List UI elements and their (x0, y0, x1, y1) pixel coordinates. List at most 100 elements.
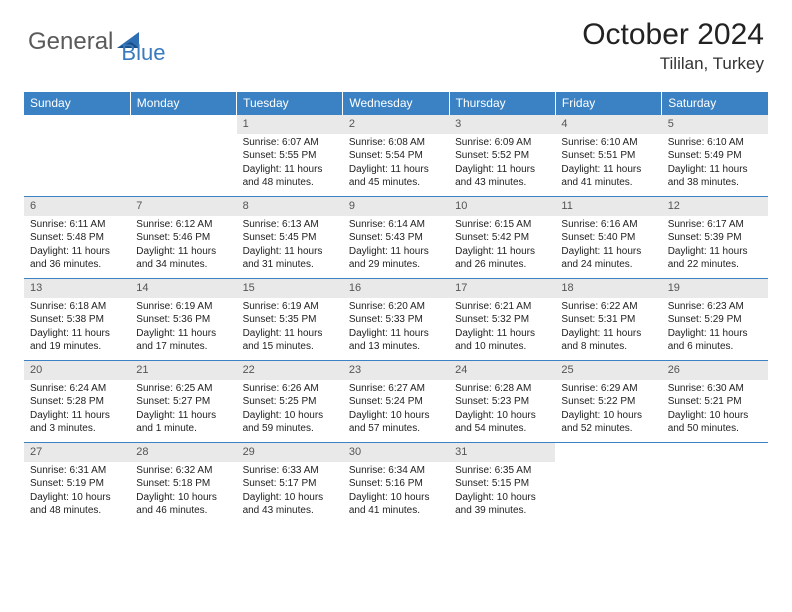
day-content: Sunrise: 6:24 AMSunset: 5:28 PMDaylight:… (24, 380, 130, 440)
day-line: Daylight: 10 hours (455, 409, 549, 423)
day-content (662, 462, 768, 468)
day-line: Sunrise: 6:10 AM (561, 136, 655, 150)
day-line: Sunset: 5:33 PM (349, 313, 443, 327)
day-line: Sunrise: 6:28 AM (455, 382, 549, 396)
day-line: Sunrise: 6:25 AM (136, 382, 230, 396)
day-content: Sunrise: 6:21 AMSunset: 5:32 PMDaylight:… (449, 298, 555, 358)
calendar-cell: 13Sunrise: 6:18 AMSunset: 5:38 PMDayligh… (24, 279, 130, 361)
calendar-cell: 30Sunrise: 6:34 AMSunset: 5:16 PMDayligh… (343, 443, 449, 525)
day-number: 29 (237, 443, 343, 462)
day-line: and 6 minutes. (668, 340, 762, 354)
calendar-cell: 5Sunrise: 6:10 AMSunset: 5:49 PMDaylight… (662, 115, 768, 197)
dow-thursday: Thursday (449, 92, 555, 115)
day-line: and 50 minutes. (668, 422, 762, 436)
day-number: 12 (662, 197, 768, 216)
day-line: Sunset: 5:48 PM (30, 231, 124, 245)
day-line: Daylight: 11 hours (30, 327, 124, 341)
day-line: Sunrise: 6:11 AM (30, 218, 124, 232)
day-line: Sunrise: 6:09 AM (455, 136, 549, 150)
day-content (130, 134, 236, 140)
calendar-cell: 24Sunrise: 6:28 AMSunset: 5:23 PMDayligh… (449, 361, 555, 443)
day-line: and 48 minutes. (243, 176, 337, 190)
calendar-cell: 31Sunrise: 6:35 AMSunset: 5:15 PMDayligh… (449, 443, 555, 525)
dow-tuesday: Tuesday (237, 92, 343, 115)
day-line: and 22 minutes. (668, 258, 762, 272)
calendar-cell (130, 115, 236, 197)
day-line: Daylight: 11 hours (349, 327, 443, 341)
day-line: Sunset: 5:49 PM (668, 149, 762, 163)
day-line: Sunrise: 6:24 AM (30, 382, 124, 396)
day-number: 21 (130, 361, 236, 380)
day-content: Sunrise: 6:28 AMSunset: 5:23 PMDaylight:… (449, 380, 555, 440)
day-line: Sunset: 5:39 PM (668, 231, 762, 245)
day-line: and 38 minutes. (668, 176, 762, 190)
day-line: Daylight: 11 hours (243, 245, 337, 259)
calendar-row: 6Sunrise: 6:11 AMSunset: 5:48 PMDaylight… (24, 197, 768, 279)
day-line: and 31 minutes. (243, 258, 337, 272)
day-content: Sunrise: 6:19 AMSunset: 5:36 PMDaylight:… (130, 298, 236, 358)
day-content: Sunrise: 6:32 AMSunset: 5:18 PMDaylight:… (130, 462, 236, 522)
day-content: Sunrise: 6:17 AMSunset: 5:39 PMDaylight:… (662, 216, 768, 276)
day-number: 2 (343, 115, 449, 134)
calendar-row: 1Sunrise: 6:07 AMSunset: 5:55 PMDaylight… (24, 115, 768, 197)
calendar-cell: 27Sunrise: 6:31 AMSunset: 5:19 PMDayligh… (24, 443, 130, 525)
day-number: 7 (130, 197, 236, 216)
day-line: and 3 minutes. (30, 422, 124, 436)
day-line: Sunrise: 6:21 AM (455, 300, 549, 314)
day-line: Sunset: 5:42 PM (455, 231, 549, 245)
day-number: 24 (449, 361, 555, 380)
day-line: Sunset: 5:54 PM (349, 149, 443, 163)
calendar-row: 27Sunrise: 6:31 AMSunset: 5:19 PMDayligh… (24, 443, 768, 525)
calendar-cell: 25Sunrise: 6:29 AMSunset: 5:22 PMDayligh… (555, 361, 661, 443)
day-line: Sunrise: 6:27 AM (349, 382, 443, 396)
calendar-table: Sunday Monday Tuesday Wednesday Thursday… (24, 92, 768, 525)
calendar-cell: 22Sunrise: 6:26 AMSunset: 5:25 PMDayligh… (237, 361, 343, 443)
calendar-cell: 12Sunrise: 6:17 AMSunset: 5:39 PMDayligh… (662, 197, 768, 279)
day-line: Daylight: 11 hours (30, 245, 124, 259)
day-line: Daylight: 11 hours (136, 409, 230, 423)
calendar-cell: 3Sunrise: 6:09 AMSunset: 5:52 PMDaylight… (449, 115, 555, 197)
day-line: Sunrise: 6:10 AM (668, 136, 762, 150)
calendar-cell: 20Sunrise: 6:24 AMSunset: 5:28 PMDayligh… (24, 361, 130, 443)
day-line: Sunset: 5:32 PM (455, 313, 549, 327)
day-line: Daylight: 11 hours (136, 327, 230, 341)
day-line: Sunrise: 6:18 AM (30, 300, 124, 314)
day-line: and 10 minutes. (455, 340, 549, 354)
day-line: Sunrise: 6:13 AM (243, 218, 337, 232)
day-content: Sunrise: 6:18 AMSunset: 5:38 PMDaylight:… (24, 298, 130, 358)
day-line: Sunrise: 6:31 AM (30, 464, 124, 478)
day-line: and 24 minutes. (561, 258, 655, 272)
day-number: 20 (24, 361, 130, 380)
day-line: and 46 minutes. (136, 504, 230, 518)
day-number: 13 (24, 279, 130, 298)
day-content: Sunrise: 6:10 AMSunset: 5:49 PMDaylight:… (662, 134, 768, 194)
day-line: Daylight: 11 hours (30, 409, 124, 423)
day-number: 11 (555, 197, 661, 216)
dow-sunday: Sunday (24, 92, 130, 115)
day-content: Sunrise: 6:26 AMSunset: 5:25 PMDaylight:… (237, 380, 343, 440)
day-line: and 54 minutes. (455, 422, 549, 436)
day-line: and 17 minutes. (136, 340, 230, 354)
day-content: Sunrise: 6:22 AMSunset: 5:31 PMDaylight:… (555, 298, 661, 358)
day-number: 27 (24, 443, 130, 462)
day-number: 6 (24, 197, 130, 216)
dow-monday: Monday (130, 92, 236, 115)
day-line: and 34 minutes. (136, 258, 230, 272)
day-line: and 26 minutes. (455, 258, 549, 272)
day-line: and 13 minutes. (349, 340, 443, 354)
day-line: Sunrise: 6:15 AM (455, 218, 549, 232)
dow-wednesday: Wednesday (343, 92, 449, 115)
calendar-cell: 16Sunrise: 6:20 AMSunset: 5:33 PMDayligh… (343, 279, 449, 361)
calendar-body: 1Sunrise: 6:07 AMSunset: 5:55 PMDaylight… (24, 115, 768, 525)
day-content: Sunrise: 6:10 AMSunset: 5:51 PMDaylight:… (555, 134, 661, 194)
day-line: Daylight: 11 hours (668, 327, 762, 341)
calendar-row: 20Sunrise: 6:24 AMSunset: 5:28 PMDayligh… (24, 361, 768, 443)
day-content: Sunrise: 6:31 AMSunset: 5:19 PMDaylight:… (24, 462, 130, 522)
day-line: Sunrise: 6:26 AM (243, 382, 337, 396)
calendar-cell: 11Sunrise: 6:16 AMSunset: 5:40 PMDayligh… (555, 197, 661, 279)
day-line: Sunrise: 6:33 AM (243, 464, 337, 478)
calendar-cell (555, 443, 661, 525)
day-content: Sunrise: 6:15 AMSunset: 5:42 PMDaylight:… (449, 216, 555, 276)
day-line: Sunrise: 6:32 AM (136, 464, 230, 478)
day-line: Daylight: 11 hours (455, 245, 549, 259)
